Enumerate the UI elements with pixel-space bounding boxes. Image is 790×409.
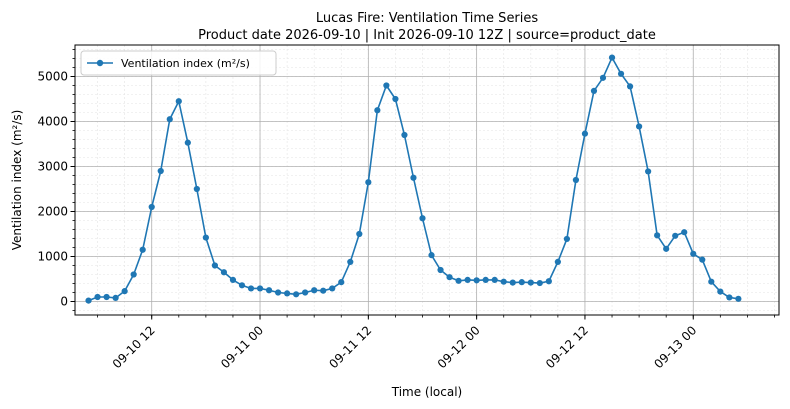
- data-point: [347, 258, 354, 265]
- data-point: [581, 130, 589, 137]
- data-point: [617, 70, 625, 77]
- y-axis-label: Ventilation index (m²/s): [10, 110, 24, 251]
- data-point: [554, 258, 561, 265]
- data-point: [365, 179, 372, 186]
- data-point: [94, 293, 101, 301]
- data-point: [302, 289, 309, 296]
- data-point: [563, 235, 571, 243]
- data-point: [681, 229, 688, 236]
- data-point: [437, 266, 444, 274]
- data-point: [329, 285, 336, 292]
- data-point: [293, 291, 300, 298]
- legend-box: [80, 50, 277, 76]
- data-point: [419, 215, 426, 222]
- data-point: [509, 279, 516, 286]
- data-point: [663, 245, 670, 252]
- data-point: [130, 271, 137, 278]
- legend-marker: [96, 59, 104, 67]
- data-point: [536, 279, 543, 287]
- data-point: [690, 250, 697, 257]
- data-point: [284, 290, 291, 297]
- data-point: [572, 176, 580, 184]
- data-point: [645, 168, 652, 175]
- series-layer: [85, 54, 742, 304]
- data-point: [202, 234, 209, 241]
- data-point: [672, 232, 679, 239]
- data-point: [428, 252, 435, 259]
- data-point: [545, 278, 552, 285]
- data-point: [356, 230, 363, 238]
- data-point: [274, 289, 282, 296]
- data-point: [238, 282, 246, 289]
- major-grid: [75, 45, 779, 315]
- x-tick-label: 09-11 12: [326, 323, 374, 371]
- x-tick-label: 09-11 00: [218, 323, 266, 371]
- data-point: [103, 293, 110, 301]
- chart-title: Lucas Fire: Ventilation Time Series: [316, 11, 539, 26]
- data-point: [654, 232, 661, 239]
- data-point: [121, 288, 128, 295]
- data-point: [527, 279, 534, 286]
- data-point: [85, 297, 92, 304]
- data-point: [717, 288, 724, 295]
- data-point: [455, 277, 462, 284]
- data-point: [401, 131, 408, 139]
- y-tick-label: 1000: [37, 250, 68, 264]
- data-point: [410, 174, 417, 181]
- data-point: [500, 278, 507, 285]
- data-point: [590, 87, 598, 94]
- data-point: [518, 279, 525, 286]
- x-tick-label: 09-12 12: [543, 323, 591, 371]
- data-point: [256, 285, 264, 292]
- data-point: [175, 98, 182, 105]
- y-tick-label: 3000: [37, 160, 68, 174]
- data-point: [320, 287, 327, 294]
- data-point: [220, 269, 228, 276]
- chart-subtitle: Product date 2026-09-10 | Init 2026-09-1…: [198, 28, 656, 43]
- data-point: [464, 276, 471, 283]
- data-point: [229, 276, 237, 283]
- x-tick-label: 09-13 00: [651, 323, 699, 371]
- data-point: [157, 167, 164, 175]
- data-point: [265, 287, 273, 294]
- data-point: [446, 274, 453, 281]
- data-point: [383, 82, 390, 89]
- data-point: [599, 74, 607, 81]
- legend: Ventilation index (m²/s): [80, 50, 277, 76]
- y-tick-label: 0: [60, 295, 68, 309]
- data-point: [338, 279, 345, 286]
- x-axis-label: Time (local): [391, 385, 463, 399]
- data-point: [148, 203, 155, 211]
- x-tick-label: 09-12 00: [435, 323, 483, 371]
- y-tick-label: 5000: [37, 70, 68, 84]
- data-point: [374, 107, 381, 114]
- x-tick-label: 09-10 12: [110, 323, 158, 371]
- data-point: [166, 116, 173, 123]
- minor-grid: [75, 45, 779, 315]
- data-point: [699, 256, 706, 263]
- data-point: [626, 83, 634, 90]
- y-tick-label: 2000: [37, 205, 68, 219]
- data-point: [193, 185, 200, 193]
- data-point: [139, 246, 146, 253]
- y-tick-label: 4000: [37, 115, 68, 129]
- data-point: [211, 262, 218, 269]
- data-point: [311, 287, 318, 294]
- data-point: [608, 54, 616, 61]
- axis-ticks: 09-10 12 09-11 00 09-11 12 09-12 00 09-12 12…: [37, 49, 775, 371]
- data-point: [473, 277, 480, 284]
- data-point: [112, 294, 119, 301]
- data-point: [392, 95, 399, 103]
- data-point: [184, 139, 191, 146]
- data-point: [491, 276, 498, 283]
- plot-frame: [74, 44, 780, 316]
- data-point: [735, 295, 742, 302]
- data-point: [247, 285, 255, 292]
- data-point: [708, 278, 715, 285]
- legend-label: Ventilation index (m²/s): [121, 57, 250, 70]
- data-point: [726, 294, 733, 301]
- data-point: [636, 123, 643, 130]
- data-point: [482, 276, 489, 283]
